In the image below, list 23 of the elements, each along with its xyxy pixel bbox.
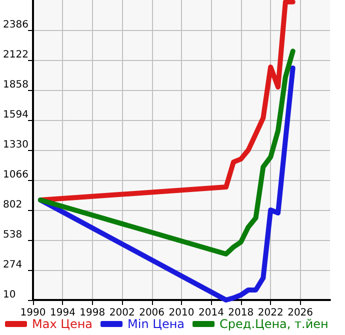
y-tick-label: 10 [3, 290, 16, 300]
y-tick-label: 2122 [3, 50, 28, 60]
y-tick-label: 274 [3, 260, 22, 270]
y-tick-label: 538 [3, 230, 22, 240]
x-tick-label: 1990 [20, 308, 46, 318]
y-tick-label: 1066 [3, 170, 28, 180]
y-tick-label: 1330 [3, 140, 28, 150]
y-tick-label: 1594 [3, 110, 28, 120]
legend-label: Max Цена [32, 317, 93, 331]
x-tick-label: 2022 [258, 308, 284, 318]
y-tick-label: 2386 [3, 20, 28, 30]
x-tick-label: 2002 [109, 308, 135, 318]
y-tick-label: 802 [3, 200, 22, 210]
legend-label: Min Цена [128, 317, 185, 331]
x-tick-label: 2026 [288, 308, 314, 318]
legend-label: Сред.Цена, т.йен [220, 317, 328, 331]
x-tick-label: 2010 [168, 308, 194, 318]
y-tick-label: 1858 [3, 80, 28, 90]
x-tick-label: 2018 [228, 308, 254, 318]
x-tick-label: 2006 [139, 308, 165, 318]
x-tick-label: 1994 [50, 308, 76, 318]
x-tick-label: 1998 [80, 308, 106, 318]
x-tick-label: 2014 [198, 308, 224, 318]
